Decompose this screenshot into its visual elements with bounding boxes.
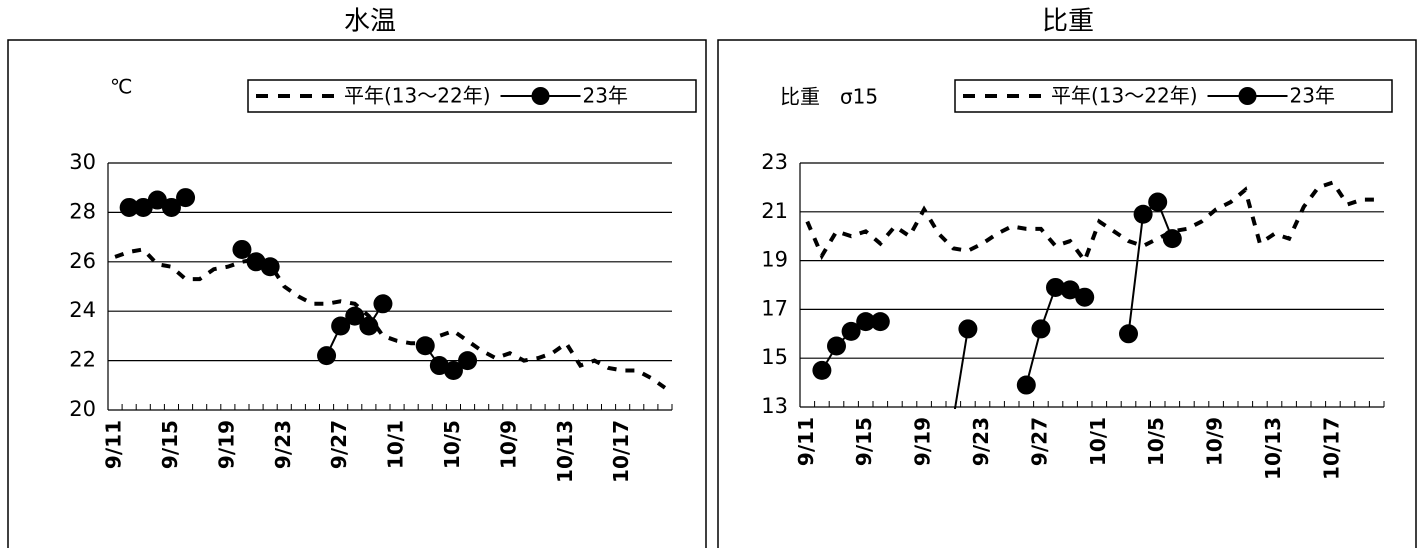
marker [1119,324,1138,344]
x-tick-label: 10/1 [384,420,408,469]
x-tick-label: 9/15 [852,417,876,466]
marker [133,197,153,217]
chart-title: 水温 [344,7,396,37]
marker [232,239,252,259]
x-tick-label: 9/23 [969,417,993,466]
x-tick-label: 9/11 [102,420,126,469]
y-tick-label: 30 [69,150,96,174]
marker [458,351,478,371]
x-tick-label: 10/1 [1086,417,1110,466]
x-tick-label: 9/23 [271,420,295,469]
chart-frame [717,39,1417,548]
marker [1016,375,1036,395]
x-tick-label: 9/15 [158,420,182,469]
plot-area [114,188,667,390]
chart-title: 比重 [1042,7,1094,37]
marker [1148,192,1168,212]
marker [260,257,280,277]
legend-swatch [531,87,550,105]
unit-label: ℃ [110,75,132,99]
y-tick-label: 17 [761,296,788,320]
marker [870,312,890,332]
x-tick-label: 9/27 [1027,417,1051,466]
x-tick-label: 10/13 [1261,417,1285,480]
legend-swatch [1238,87,1257,105]
x-tick-label: 10/17 [1319,417,1343,480]
x-tick-label: 9/19 [214,420,238,469]
marker [119,197,139,217]
legend-box [954,79,1393,113]
normal-line [114,247,667,390]
y-tick-label: 22 [69,348,96,372]
x-tick-label: 10/5 [440,420,464,469]
marker [345,306,365,326]
marker [176,188,196,208]
marker [331,316,351,336]
legend-label: 23年 [1290,84,1335,108]
unit-label: 比重 σ15 [780,85,878,109]
marker [1046,277,1065,297]
plot-area [805,180,1377,429]
marker [1162,229,1182,249]
marker [944,410,963,429]
y-tick-label: 24 [69,298,96,322]
x-tick-label: 10/9 [496,420,520,469]
marker [443,360,463,380]
marker [841,321,861,341]
x-tick-label: 10/17 [609,420,633,483]
marker [827,336,846,356]
legend-label: 平年(13～22年) [1051,84,1198,108]
y-tick-label: 19 [761,248,788,272]
y-tick-label: 23 [761,150,788,174]
year-line [1127,200,1174,334]
marker [317,346,337,366]
marker [1031,319,1051,339]
x-tick-label: 9/19 [911,417,935,466]
marker [161,197,181,217]
marker [147,190,167,210]
x-tick-label: 9/27 [327,420,351,469]
x-tick-label: 10/5 [1144,417,1168,466]
chart-frame [7,39,707,548]
marker [359,316,379,336]
y-tick-label: 21 [761,199,788,223]
y-tick-label: 15 [761,345,788,369]
marker [373,294,393,314]
year-line [953,328,969,409]
x-tick-label: 10/9 [1203,417,1227,466]
marker [812,360,832,380]
y-tick-label: 13 [761,394,788,418]
marker [415,336,435,356]
marker [856,312,876,332]
y-tick-label: 20 [69,397,96,421]
normal-line [805,180,1377,265]
marker [1060,280,1080,300]
x-tick-label: 9/11 [794,417,818,466]
marker [1133,204,1153,224]
y-tick-label: 26 [69,249,96,273]
legend-label: 平年(13～22年) [344,84,491,108]
y-tick-label: 28 [69,199,96,223]
marker [958,319,978,339]
legend-label: 23年 [583,84,628,108]
marker [1075,287,1095,307]
x-tick-label: 10/13 [553,420,577,483]
